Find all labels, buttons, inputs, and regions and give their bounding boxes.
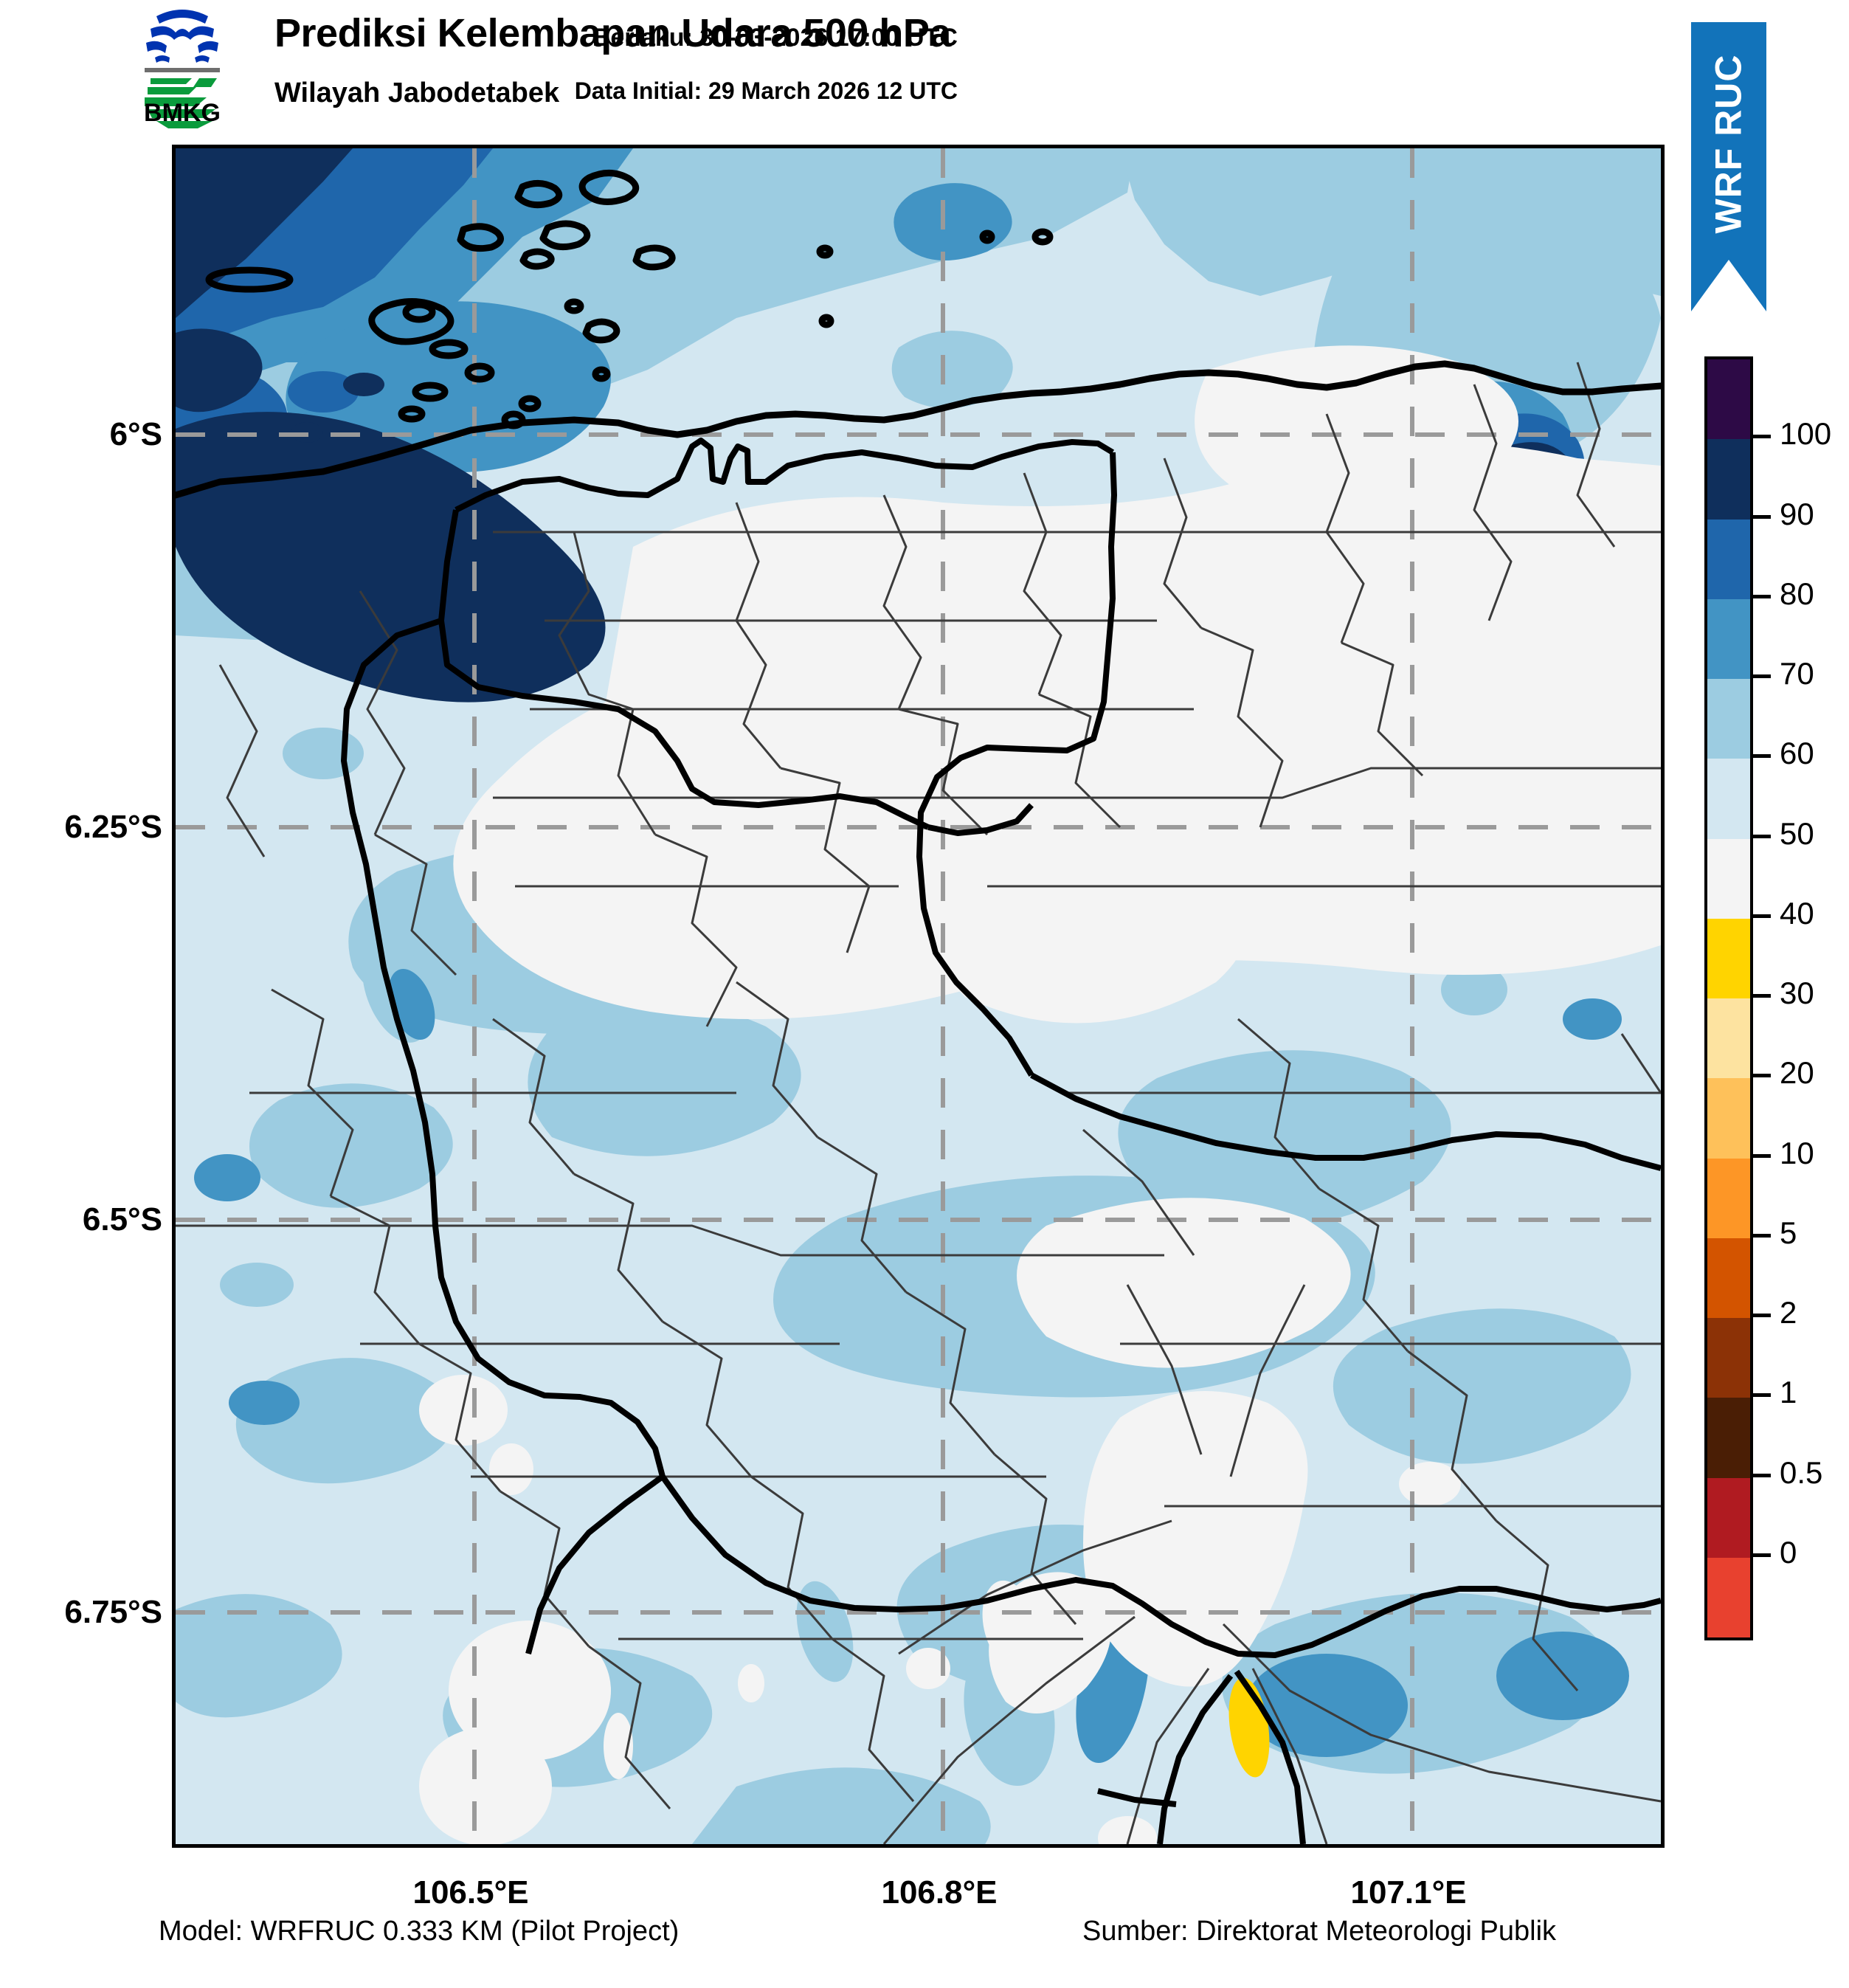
logo-green-shape — [145, 78, 217, 128]
colorbar-tick-label-5: 50 — [1780, 815, 1814, 851]
colorbar-segment-2 — [1707, 519, 1750, 599]
bmkg-logo: BMKG — [134, 4, 230, 134]
colorbar-segment-10 — [1707, 1158, 1750, 1238]
colorbar-tick-label-11: 2 — [1780, 1295, 1797, 1330]
weather-map[interactable] — [172, 145, 1665, 1848]
colorbar-segment-14 — [1707, 1477, 1750, 1558]
colorbar-tick-label-13: 0.5 — [1780, 1454, 1823, 1490]
colorbar-tick-12 — [1752, 1393, 1771, 1398]
colorbar-segment-1 — [1707, 439, 1750, 520]
lon-tick-label-0: 106.5°E — [412, 1874, 529, 1911]
colorbar-tick-11 — [1752, 1314, 1771, 1317]
colorbar-segment-13 — [1707, 1398, 1750, 1478]
lat-tick-label-1: 6.25°S — [64, 809, 162, 845]
lat-tick-label-2: 6.5°S — [82, 1201, 162, 1238]
wrf-ruc-ribbon-label: WRF RUC — [1691, 22, 1766, 266]
colorbar-tick-1 — [1752, 514, 1771, 519]
colorbar-segment-8 — [1707, 998, 1750, 1079]
colorbar-segment-7 — [1707, 918, 1750, 998]
colorbar-tick-label-3: 70 — [1780, 656, 1814, 691]
colorbar-tick-6 — [1752, 914, 1771, 918]
colorbar-tick-4 — [1752, 754, 1771, 759]
colorbar-tick-5 — [1752, 834, 1771, 838]
colorbar-tick-label-4: 60 — [1780, 736, 1814, 771]
lat-tick-label-3: 6.75°S — [64, 1594, 162, 1630]
district-boundary — [176, 362, 1661, 1844]
logo-divider — [145, 68, 220, 72]
colorbar-tick-label-7: 30 — [1780, 976, 1814, 1010]
colorbar-tick-9 — [1752, 1153, 1771, 1158]
colorbar-tick-0 — [1752, 435, 1771, 439]
footer-model-label: Model: WRFRUC 0.333 KM (Pilot Project) — [159, 1916, 680, 1947]
colorbar-segment-9 — [1707, 1078, 1750, 1159]
colorbar-tick-label-8: 20 — [1780, 1055, 1814, 1091]
logo-text: BMKG — [144, 99, 221, 127]
colorbar-tick-label-1: 90 — [1780, 496, 1814, 531]
colorbar-segment-12 — [1707, 1318, 1750, 1398]
page-title: Prediksi Kelembapan Udara 500 hPa — [274, 11, 951, 55]
lon-tick-label-1: 106.8°E — [881, 1874, 998, 1911]
colorbar-segment-15 — [1707, 1557, 1750, 1637]
colorbar-segment-0 — [1707, 359, 1750, 440]
colorbar-segment-6 — [1707, 838, 1750, 919]
colorbar-segment-3 — [1707, 598, 1750, 679]
colorbar-tick-10 — [1752, 1233, 1771, 1238]
colorbar-segment-11 — [1707, 1238, 1750, 1318]
valid-time-label: Berlaku: 30-03-2026 17:00 UTC — [592, 24, 958, 52]
colorbar-tick-8 — [1752, 1074, 1771, 1078]
lon-tick-label-2: 107.1°E — [1350, 1874, 1467, 1911]
coastline — [176, 170, 1661, 499]
rh-band-40-50 — [419, 345, 1661, 1844]
colorbar-tick-label-12: 1 — [1780, 1375, 1797, 1410]
province-boundary — [341, 438, 1661, 1844]
colorbar-tick-3 — [1752, 674, 1771, 678]
footer-source-label: Sumber: Direktorat Meteorologi Publik — [1082, 1916, 1557, 1947]
lat-tick-label-0: 6°S — [109, 416, 162, 452]
colorbar-tick-label-0: 100 — [1780, 416, 1832, 452]
map-canvas — [176, 148, 1661, 1844]
colorbar-tick-label-9: 10 — [1780, 1135, 1814, 1170]
logo-blue-arcs — [146, 10, 218, 63]
colorbar-segment-4 — [1707, 679, 1750, 759]
colorbar[interactable] — [1704, 356, 1753, 1640]
wrf-ruc-ribbon — [1691, 22, 1766, 311]
colorbar-tick-label-14: 0 — [1780, 1534, 1797, 1570]
colorbar-tick-label-2: 80 — [1780, 576, 1814, 611]
colorbar-tick-label-6: 40 — [1780, 895, 1814, 931]
colorbar-tick-2 — [1752, 594, 1771, 598]
ribbon-text: WRF RUC — [1708, 54, 1749, 234]
colorbar-segment-5 — [1707, 759, 1750, 839]
colorbar-tick-13 — [1752, 1473, 1771, 1477]
page-subtitle: Wilayah Jabodetabek — [274, 77, 560, 108]
colorbar-tick-7 — [1752, 994, 1771, 998]
page-header: BMKG Prediksi Kelembapan Udara 500 hPa W… — [0, 0, 1849, 140]
colorbar-tick-14 — [1752, 1553, 1771, 1557]
colorbar-tick-label-10: 5 — [1780, 1215, 1797, 1250]
data-initial-label: Data Initial: 29 March 2026 12 UTC — [574, 77, 958, 104]
